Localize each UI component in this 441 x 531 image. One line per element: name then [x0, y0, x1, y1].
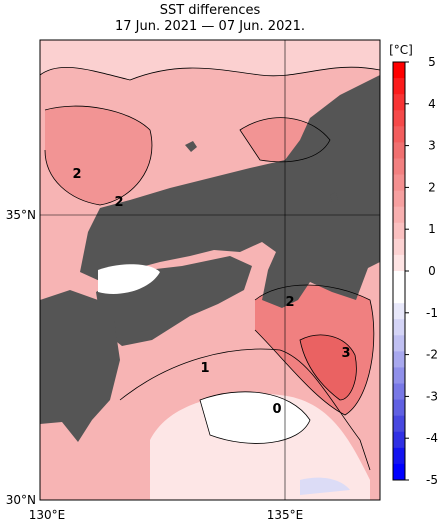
colorbar-band [393, 238, 405, 256]
colorbar-band [393, 110, 405, 127]
sea-warm [45, 106, 152, 205]
colorbar-tick-label: 0 [428, 264, 436, 278]
colorbar-tick-label: 5 [428, 55, 436, 69]
sea-hot [300, 335, 357, 400]
colorbar-tick-label: -5 [426, 473, 438, 487]
colorbar-tick-label: 3 [428, 139, 436, 153]
subtitle: 17 Jun. 2021 — 07 Jun. 2021. [115, 19, 305, 34]
colorbar-band [393, 222, 405, 240]
colorbar-band [393, 190, 405, 208]
contour-label: 0 [272, 402, 281, 417]
sea-neutral [150, 393, 370, 500]
colorbar-band [393, 94, 405, 111]
colorbar-band [393, 383, 405, 401]
inland-sea [98, 264, 160, 294]
colorbar-band [393, 78, 405, 95]
colorbar-tick-label: -1 [426, 306, 438, 320]
contour-label: 2 [285, 295, 294, 310]
colorbar: 5 4 3 2 1 0 -1 -2 -3 -4 -5 [392, 55, 438, 487]
colorbar-band [393, 62, 405, 79]
colorbar-band [393, 142, 405, 159]
colorbar-band [393, 351, 405, 368]
colorbar-band [393, 463, 405, 481]
colorbar-tick-label: 1 [428, 222, 436, 236]
colorbar-band [393, 254, 405, 272]
colorbar-band [393, 319, 405, 336]
colorbar-band [393, 367, 405, 385]
colorbar-tick-label: -2 [426, 348, 438, 362]
sea-light [40, 40, 380, 80]
contour-label: 3 [341, 346, 350, 361]
contour-label: 1 [200, 361, 209, 376]
land-kyushu [40, 290, 120, 442]
colorbar-band [393, 206, 405, 224]
colorbar-tick-label: -4 [426, 431, 438, 445]
colorbar-tick-label: -3 [426, 389, 438, 403]
colorbar-tick-label: 4 [428, 97, 436, 111]
colorbar-band [393, 126, 405, 143]
land-honshu [80, 75, 380, 308]
lat-label: 35°N [6, 208, 36, 222]
colorbar-band [393, 335, 405, 352]
lat-label: 30°N [6, 493, 36, 507]
sea-zero [200, 391, 310, 444]
colorbar-band [393, 287, 405, 304]
colorbar-band [393, 399, 405, 417]
title: SST differences [160, 3, 261, 18]
map-frame [39, 39, 381, 501]
colorbar-tick-label: 2 [428, 180, 436, 194]
colorbar-band [393, 271, 405, 288]
colorbar-band [393, 447, 405, 465]
contour-label: 2 [114, 195, 123, 210]
lon-label: 135°E [267, 508, 304, 522]
map [39, 39, 381, 501]
sea-cool [300, 477, 350, 495]
colorbar-band [393, 415, 405, 433]
colorbar-band [393, 431, 405, 449]
contours [39, 66, 381, 471]
contour-label: 2 [72, 167, 81, 182]
lon-label: 130°E [29, 508, 66, 522]
colorbar-band [393, 158, 405, 176]
colorbar-band [393, 174, 405, 192]
colorbar-band [393, 303, 405, 320]
colorbar-unit: [°C] [389, 43, 413, 57]
